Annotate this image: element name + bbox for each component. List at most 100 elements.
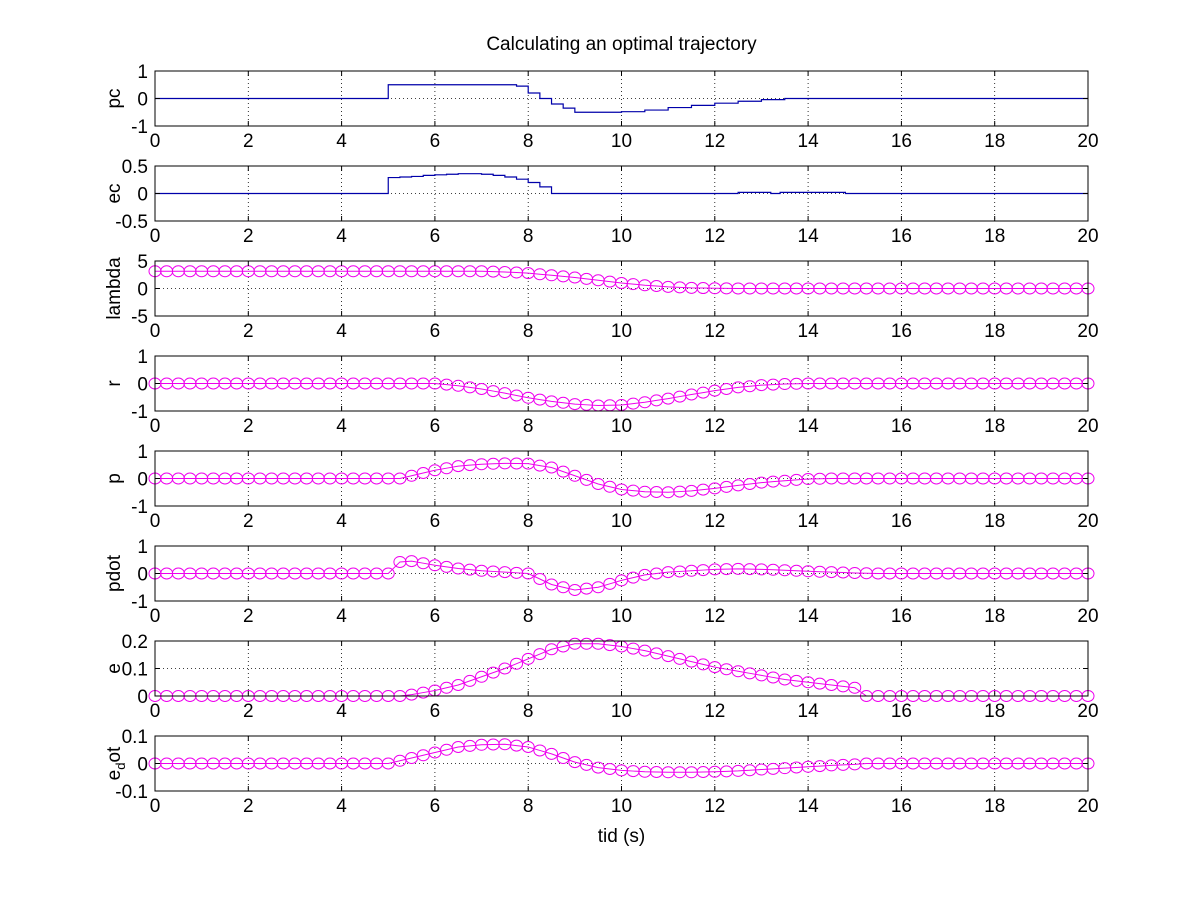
x-tick-label: 16 xyxy=(891,416,912,437)
y-tick-label: 1 xyxy=(137,537,148,558)
x-tick-label: 16 xyxy=(891,511,912,532)
series-line xyxy=(155,383,1088,407)
x-tick-label: 20 xyxy=(1077,606,1098,627)
y-tick-label: -1 xyxy=(131,592,148,613)
x-tick-label: 20 xyxy=(1077,226,1098,247)
y-tick-label: 0 xyxy=(137,755,148,776)
x-tick-label: 8 xyxy=(523,416,534,437)
x-tick-label: 16 xyxy=(891,701,912,722)
x-tick-label: 6 xyxy=(430,701,441,722)
y-tick-label: 0.1 xyxy=(122,727,148,748)
x-tick-label: 4 xyxy=(336,321,347,342)
x-tick-label: 20 xyxy=(1077,796,1098,817)
x-tick-label: 6 xyxy=(430,131,441,152)
chart-title: Calculating an optimal trajectory xyxy=(486,34,757,55)
x-tick-label: 4 xyxy=(336,416,347,437)
x-tick-label: 0 xyxy=(150,701,161,722)
y-tick-label: 1 xyxy=(137,347,148,368)
x-tick-label: 2 xyxy=(243,511,254,532)
x-tick-label: 14 xyxy=(798,226,820,247)
x-tick-label: 2 xyxy=(243,131,254,152)
series-line xyxy=(155,560,1088,591)
y-tick-label: 0 xyxy=(137,90,148,111)
y-axis-label: e xyxy=(104,663,125,674)
x-tick-label: 2 xyxy=(243,321,254,342)
x-tick-label: 10 xyxy=(611,321,632,342)
x-tick-label: 2 xyxy=(243,226,254,247)
data-point xyxy=(521,652,535,665)
y-tick-label: 0 xyxy=(137,375,148,396)
x-tick-label: 8 xyxy=(523,701,534,722)
data-point xyxy=(463,674,477,687)
y-axis-label: p xyxy=(104,473,125,484)
x-tick-label: 10 xyxy=(611,416,632,437)
data-point xyxy=(568,469,582,482)
y-axis-label: lambda xyxy=(104,257,125,320)
x-tick-label: 4 xyxy=(336,226,347,247)
x-tick-label: 20 xyxy=(1077,511,1098,532)
data-point xyxy=(603,577,617,590)
x-tick-label: 16 xyxy=(891,796,912,817)
x-tick-label: 6 xyxy=(430,606,441,627)
x-tick-label: 20 xyxy=(1077,416,1098,437)
y-axis-label: pc xyxy=(104,88,125,108)
data-point xyxy=(521,741,535,753)
x-tick-label: 14 xyxy=(798,796,820,817)
y-axis-label: pdot xyxy=(104,554,125,592)
y-tick-label: -0.5 xyxy=(115,212,148,233)
x-tick-label: 6 xyxy=(430,416,441,437)
x-tick-label: 12 xyxy=(704,321,725,342)
data-point xyxy=(475,670,489,683)
x-tick-label: 18 xyxy=(984,511,1005,532)
x-tick-label: 0 xyxy=(150,131,161,152)
data-point xyxy=(498,662,512,675)
x-tick-label: 14 xyxy=(798,606,820,627)
x-tick-label: 10 xyxy=(611,606,632,627)
data-point xyxy=(545,747,559,760)
series-line xyxy=(155,462,1088,493)
data-point xyxy=(556,752,570,764)
y-axis-label: ec xyxy=(104,183,125,203)
x-tick-label: 14 xyxy=(798,321,820,342)
series-line xyxy=(155,270,1088,289)
x-tick-label: 12 xyxy=(704,701,725,722)
y-tick-label: 0.2 xyxy=(122,632,148,653)
y-tick-label: 5 xyxy=(137,252,148,273)
y-tick-label: -0.1 xyxy=(115,782,148,803)
y-tick-label: 0.1 xyxy=(122,660,148,681)
data-point xyxy=(381,567,395,580)
x-tick-label: 10 xyxy=(611,511,632,532)
x-tick-label: 18 xyxy=(984,321,1005,342)
x-tick-label: 6 xyxy=(430,796,441,817)
x-tick-label: 16 xyxy=(891,606,912,627)
series-line xyxy=(155,84,1088,113)
data-point xyxy=(521,567,535,580)
x-tick-label: 6 xyxy=(430,321,441,342)
x-tick-label: 2 xyxy=(243,701,254,722)
data-point xyxy=(556,465,570,478)
y-tick-label: -1 xyxy=(131,497,148,518)
x-tick-label: 16 xyxy=(891,321,912,342)
x-tick-label: 6 xyxy=(430,226,441,247)
data-point xyxy=(580,473,594,486)
x-tick-label: 14 xyxy=(798,511,820,532)
x-tick-label: 8 xyxy=(523,321,534,342)
data-point xyxy=(533,573,547,585)
x-tick-label: 6 xyxy=(430,511,441,532)
y-tick-label: 0.5 xyxy=(122,157,148,178)
x-tick-label: 0 xyxy=(150,606,161,627)
x-tick-label: 2 xyxy=(243,416,254,437)
x-tick-label: 10 xyxy=(611,796,632,817)
x-tick-label: 8 xyxy=(523,131,534,152)
y-axis-label: r xyxy=(104,380,125,387)
x-tick-label: 14 xyxy=(798,131,820,152)
x-tick-label: 12 xyxy=(704,511,725,532)
x-tick-label: 18 xyxy=(984,796,1005,817)
x-tick-label: 14 xyxy=(798,701,820,722)
